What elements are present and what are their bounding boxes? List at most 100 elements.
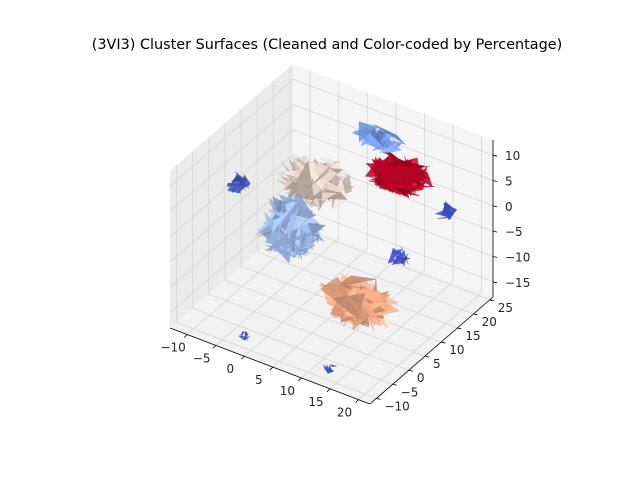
y-tick-label: 10 bbox=[449, 343, 464, 357]
cluster-surface-c7 bbox=[387, 246, 411, 267]
surface-facet bbox=[401, 252, 409, 265]
y-tick-label: 20 bbox=[482, 315, 497, 329]
surface-facet bbox=[309, 184, 329, 199]
cluster-surface-c9 bbox=[238, 330, 251, 341]
surface-facet bbox=[341, 289, 360, 319]
surface-facet bbox=[392, 250, 406, 264]
z-tick-mark bbox=[492, 256, 498, 258]
surface-facet bbox=[382, 168, 405, 191]
x-tick-label: 15 bbox=[308, 395, 323, 409]
surface-facet bbox=[323, 364, 331, 372]
surface-facet bbox=[329, 364, 337, 368]
surface-facet bbox=[277, 202, 284, 251]
surface-facet bbox=[358, 121, 379, 143]
y-tick-mark bbox=[457, 327, 462, 330]
surface-facet bbox=[271, 205, 295, 235]
surface-facet bbox=[378, 140, 399, 153]
grid-line-y bbox=[208, 137, 409, 371]
y-axis-line bbox=[369, 296, 494, 405]
x-tick-label: −5 bbox=[193, 351, 211, 365]
surface-facet bbox=[287, 204, 300, 245]
cluster-surface-c2 bbox=[352, 121, 406, 154]
surface-facet bbox=[384, 184, 436, 190]
z-tick-label: −10 bbox=[505, 250, 530, 264]
z-tick-mark bbox=[492, 281, 498, 284]
surface-facet bbox=[319, 158, 354, 180]
surface-facet bbox=[354, 131, 385, 150]
surface-facet bbox=[234, 171, 245, 183]
x-tick-mark bbox=[241, 355, 245, 360]
cluster-surfaces bbox=[226, 121, 458, 374]
x-tick-mark bbox=[298, 377, 302, 382]
x-tick-mark bbox=[183, 334, 188, 338]
x-tick-label: 0 bbox=[226, 362, 234, 376]
x-tick-mark bbox=[269, 366, 274, 371]
surface-facet bbox=[265, 232, 318, 252]
grid-line-y bbox=[224, 123, 426, 357]
axis-edges bbox=[169, 140, 494, 405]
surface-facet bbox=[246, 333, 248, 341]
y-tick-label: 15 bbox=[465, 329, 480, 343]
grid-line-z bbox=[169, 104, 494, 212]
x-tick-label: 10 bbox=[280, 384, 295, 398]
grid-line-x bbox=[329, 124, 454, 390]
y-tick-mark bbox=[473, 313, 478, 316]
y-tick-mark bbox=[424, 355, 430, 358]
grid-line-x bbox=[358, 135, 483, 401]
surface-facet bbox=[241, 330, 245, 338]
y-tick-label: 25 bbox=[498, 301, 513, 315]
surface-facet bbox=[443, 202, 448, 212]
z-tick-label: −5 bbox=[505, 225, 523, 239]
cluster-surface-c5 bbox=[319, 273, 400, 331]
surface-facet bbox=[387, 249, 395, 264]
x-tick-mark bbox=[212, 345, 216, 349]
z-tick-mark bbox=[492, 205, 498, 208]
grid-line-z bbox=[169, 154, 494, 263]
surface-facet bbox=[306, 166, 330, 190]
grid-lines bbox=[169, 66, 494, 401]
y-tick-mark bbox=[392, 383, 397, 386]
surface-facet bbox=[402, 163, 425, 189]
x-tick-mark bbox=[326, 388, 331, 393]
x-tick-mark bbox=[355, 399, 359, 403]
surface-facet bbox=[334, 275, 377, 288]
surface-facet bbox=[286, 217, 308, 244]
axis-panes bbox=[170, 64, 493, 404]
surface-facet bbox=[441, 201, 452, 220]
y-tick-mark bbox=[441, 341, 446, 344]
y-tick-mark bbox=[489, 299, 494, 302]
grid-line-x bbox=[301, 113, 425, 379]
x-tick-label: −10 bbox=[160, 341, 185, 355]
grid-line-x bbox=[244, 92, 368, 357]
surface-facet bbox=[284, 191, 298, 214]
left-pane bbox=[170, 64, 293, 328]
y-tick-label: −5 bbox=[401, 385, 419, 399]
grid-line-x bbox=[215, 81, 340, 346]
cluster-surface-c1 bbox=[364, 151, 436, 199]
surface-facet bbox=[373, 124, 406, 145]
z-tick-label: 10 bbox=[505, 149, 520, 163]
z-tick-mark bbox=[492, 180, 498, 182]
cluster-surface-c6 bbox=[226, 171, 251, 194]
surface-facet bbox=[437, 217, 451, 219]
z-tick-mark bbox=[492, 154, 498, 157]
y-tick-mark bbox=[408, 369, 413, 372]
y-tick-label: −10 bbox=[384, 399, 409, 413]
surface-facet bbox=[244, 331, 248, 338]
y-tick-label: 0 bbox=[417, 371, 425, 385]
z-tick-mark bbox=[492, 230, 498, 233]
y-tick-label: 5 bbox=[433, 357, 441, 371]
cluster-surface-c8 bbox=[434, 201, 458, 221]
grid-line-z bbox=[169, 78, 494, 187]
surface-facet bbox=[371, 128, 384, 148]
chart-title: (3VI3) Cluster Surfaces (Cleaned and Col… bbox=[92, 37, 562, 53]
grid-line-y bbox=[176, 165, 377, 399]
cluster-surface-c10 bbox=[323, 364, 337, 374]
z-tick-label: −15 bbox=[505, 276, 530, 290]
x-tick-label: 20 bbox=[337, 406, 352, 420]
z-tick-label: 0 bbox=[505, 200, 513, 214]
y-tick-mark bbox=[376, 397, 381, 400]
surface-facet bbox=[235, 176, 250, 189]
x-tick-label: 5 bbox=[255, 373, 263, 387]
